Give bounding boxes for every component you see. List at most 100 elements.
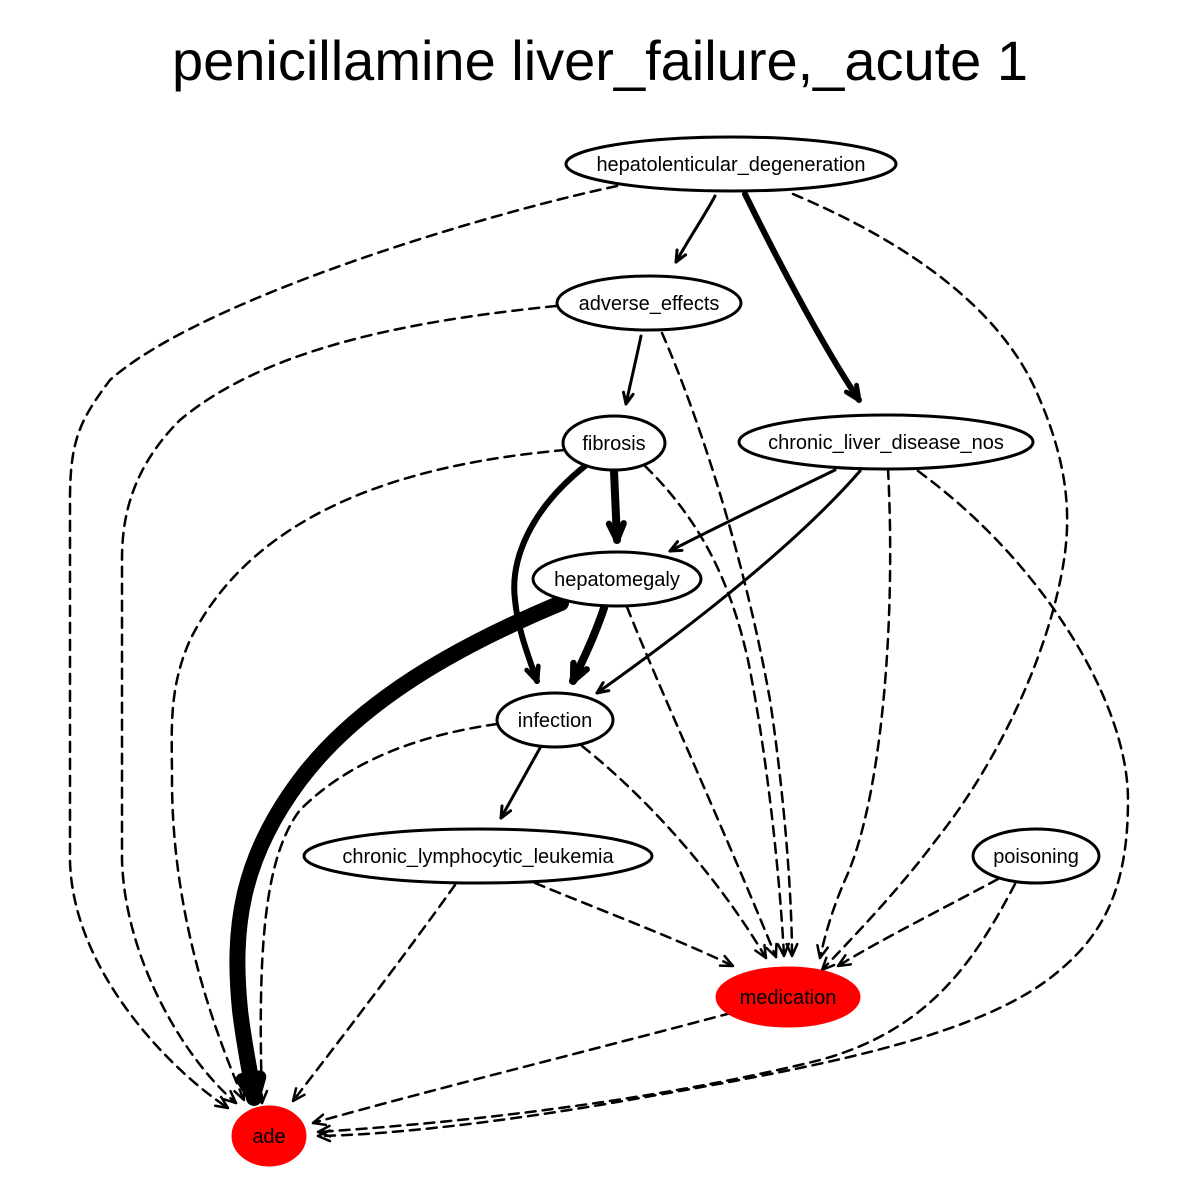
edge-fibrosis-to-hepatomegaly bbox=[605, 467, 627, 544]
edge-line bbox=[311, 1011, 733, 1125]
edge-fibrosis-to-medication bbox=[643, 464, 790, 958]
node-fibrosis: fibrosis bbox=[561, 414, 667, 472]
edge-arrowhead bbox=[836, 954, 853, 968]
edge-arrowhead bbox=[291, 1087, 306, 1103]
edge-line bbox=[533, 881, 735, 968]
node-label: hepatolenticular_degeneration bbox=[596, 154, 865, 176]
node-label: hepatomegaly bbox=[554, 569, 680, 591]
edges-layer bbox=[68, 184, 1130, 1143]
edge-arrowhead bbox=[595, 681, 611, 695]
edge-line bbox=[259, 722, 499, 1105]
node-shape bbox=[555, 274, 743, 332]
edge-arrowhead bbox=[785, 942, 799, 958]
node-shape bbox=[495, 691, 615, 749]
edge-line bbox=[580, 744, 768, 960]
edge-line bbox=[511, 463, 588, 684]
edge-line bbox=[660, 331, 794, 958]
node-shape bbox=[561, 414, 667, 472]
edge-hepatolenticular_degeneration-to-adverse_effects bbox=[674, 194, 717, 264]
diagram-title: penicillamine liver_failure,_acute 1 bbox=[171, 29, 1029, 92]
edge-arrowhead bbox=[605, 520, 627, 544]
node-shape bbox=[564, 135, 898, 193]
edge-chronic_lymphocytic_leukemia-to-ade bbox=[291, 883, 457, 1103]
node-shape bbox=[302, 827, 654, 885]
edge-line bbox=[170, 448, 567, 1102]
edge-poisoning-to-medication bbox=[836, 877, 1000, 968]
edge-arrowhead bbox=[222, 1089, 238, 1105]
node-label: poisoning bbox=[993, 846, 1079, 868]
edge-chronic_liver_disease_nos-to-hepatomegaly bbox=[668, 468, 837, 553]
nodes-layer: hepatolenticular_degeneration adverse_eff… bbox=[231, 135, 1101, 1167]
edge-line bbox=[818, 467, 892, 960]
node-infection: infection bbox=[495, 691, 615, 749]
edge-line bbox=[595, 469, 862, 695]
edge-line bbox=[120, 304, 558, 1105]
edge-arrowhead bbox=[569, 659, 590, 685]
edge-line bbox=[836, 877, 1000, 968]
edge-arrowhead bbox=[622, 390, 635, 406]
edge-line bbox=[742, 191, 862, 403]
edge-arrowhead bbox=[316, 1124, 332, 1138]
edge-infection-to-medication bbox=[580, 744, 768, 960]
node-shape bbox=[231, 1105, 307, 1167]
edge-hepatomegaly-to-ade bbox=[229, 595, 569, 1106]
edge-line bbox=[668, 468, 837, 553]
edge-arrowhead bbox=[524, 663, 541, 684]
node-hepatolenticular_degeneration: hepatolenticular_degeneration bbox=[564, 135, 898, 193]
node-hepatomegaly: hepatomegaly bbox=[531, 550, 703, 608]
edge-adverse_effects-to-medication bbox=[660, 331, 799, 958]
node-chronic_lymphocytic_leukemia: chronic_lymphocytic_leukemia bbox=[302, 827, 654, 885]
edge-hepatolenticular_degeneration-to-chronic_liver_disease_nos bbox=[742, 191, 862, 403]
edge-hepatolenticular_degeneration-to-ade bbox=[68, 184, 619, 1110]
node-adverse_effects: adverse_effects bbox=[555, 274, 743, 332]
edge-arrowhead bbox=[754, 943, 768, 960]
edge-infection-to-chronic_lymphocytic_leukemia bbox=[499, 746, 542, 820]
node-label: chronic_lymphocytic_leukemia bbox=[342, 846, 614, 868]
edge-line bbox=[624, 334, 643, 406]
edge-line bbox=[68, 184, 619, 1110]
node-label: ade bbox=[252, 1126, 285, 1148]
node-medication: medication bbox=[715, 966, 861, 1028]
edge-arrowhead bbox=[235, 1070, 267, 1105]
edge-line bbox=[643, 464, 786, 958]
edge-adverse_effects-to-fibrosis bbox=[622, 334, 643, 406]
edge-arrowhead bbox=[255, 1089, 269, 1105]
edge-adverse_effects-to-ade bbox=[120, 304, 558, 1105]
edge-arrowhead bbox=[776, 942, 790, 958]
node-shape bbox=[715, 966, 861, 1028]
edge-line bbox=[316, 882, 1017, 1134]
edge-fibrosis-to-infection bbox=[511, 463, 588, 684]
edge-arrowhead bbox=[843, 382, 862, 403]
edge-line bbox=[791, 192, 1069, 972]
edge-line bbox=[229, 595, 569, 1106]
node-shape bbox=[737, 413, 1035, 471]
edge-line bbox=[625, 605, 778, 959]
edge-poisoning-to-ade bbox=[316, 882, 1017, 1138]
node-label: medication bbox=[740, 987, 837, 1009]
edge-line bbox=[291, 883, 457, 1103]
edge-arrowhead bbox=[816, 944, 830, 960]
edge-arrowhead bbox=[668, 540, 684, 553]
node-shape bbox=[971, 827, 1101, 885]
edge-line bbox=[499, 746, 542, 820]
edge-chronic_liver_disease_nos-to-infection bbox=[595, 469, 862, 695]
node-shape bbox=[531, 550, 703, 608]
node-label: fibrosis bbox=[582, 433, 645, 455]
edge-infection-to-ade bbox=[255, 722, 499, 1105]
edge-arrowhead bbox=[311, 1113, 328, 1127]
node-chronic_liver_disease_nos: chronic_liver_disease_nos bbox=[737, 413, 1035, 471]
edge-medication-to-ade bbox=[311, 1011, 733, 1127]
edge-chronic_liver_disease_nos-to-medication bbox=[816, 467, 892, 960]
node-label: adverse_effects bbox=[579, 293, 720, 315]
edge-chronic_liver_disease_nos-to-ade bbox=[316, 469, 1130, 1143]
node-poisoning: poisoning bbox=[971, 827, 1101, 885]
edge-arrowhead bbox=[765, 942, 778, 959]
edge-hepatomegaly-to-medication bbox=[625, 605, 778, 959]
edge-arrowhead bbox=[674, 248, 688, 264]
node-ade: ade bbox=[231, 1105, 307, 1167]
edge-arrowhead bbox=[718, 954, 735, 968]
edge-arrowhead bbox=[499, 804, 513, 820]
edge-hepatomegaly-to-infection bbox=[569, 604, 608, 685]
edge-chronic_lymphocytic_leukemia-to-medication bbox=[533, 881, 735, 968]
